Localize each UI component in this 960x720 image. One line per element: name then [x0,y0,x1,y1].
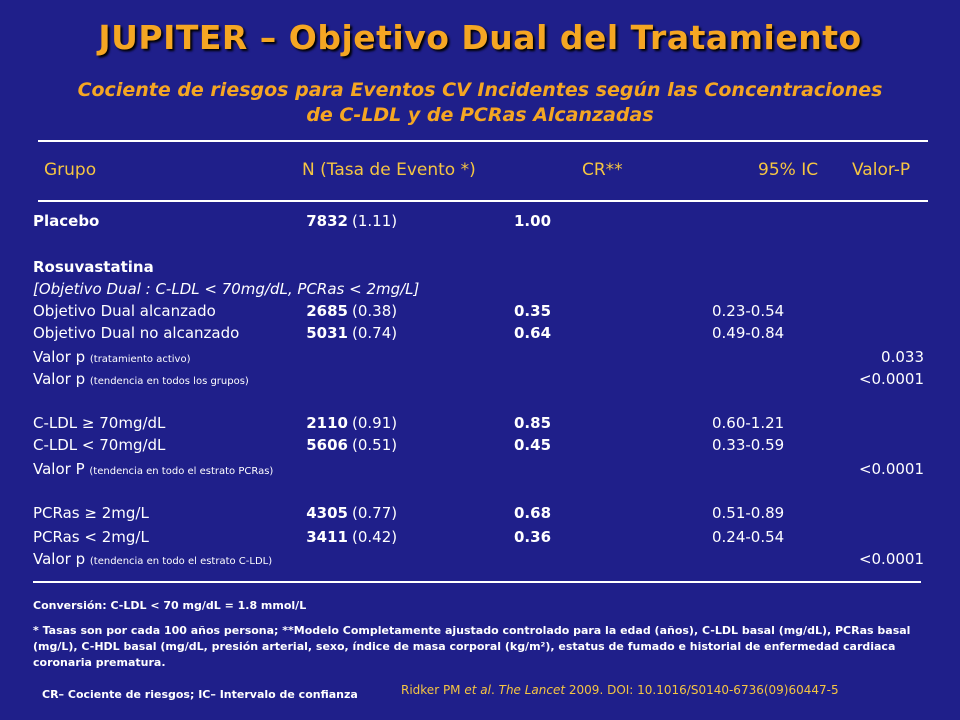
hazard-ratio: 0.85 [514,414,552,432]
p-label-text: Valor P [33,460,85,478]
event-rate: (0.74) [352,324,398,342]
divider-header [38,200,928,202]
divider-bottom [33,581,921,583]
group-label: Placebo [33,212,100,230]
p-label: Valor p (tratamiento activo) [33,348,190,366]
p-label-note: (tendencia en todos los grupos) [89,376,249,387]
event-rate: (1.11) [352,212,398,230]
event-rate: (0.38) [352,302,398,320]
n-value: 2110 [306,414,348,432]
row-pcr-high: PCRas ≥ 2mg/L 4305 (0.77) 0.68 0.51-0.89 [0,504,960,526]
hazard-ratio: 0.36 [514,528,552,546]
slide-subtitle: Cociente de riesgos para Eventos CV Inci… [30,78,930,128]
row-p-trend-ldl: Valor p (tendencia en todo el estrato C-… [0,550,960,572]
citation-rest: 2009. DOI: 10.1016/S0140-6736(09)60447-5 [568,683,839,697]
p-value: <0.0001 [858,460,924,478]
row-p-trend-pcr: Valor P (tendencia en todo el estrato PC… [0,460,960,482]
row-p-trend-all: Valor p (tendencia en todos los grupos) … [0,370,960,392]
abbreviations-note: CR– Cociente de riesgos; IC– Intervalo d… [42,688,358,701]
row-ldl-high: C-LDL ≥ 70mg/dL 2110 (0.91) 0.85 0.60-1.… [0,414,960,436]
n-value: 7832 [306,212,348,230]
row-rosu-title: Rosuvastatina [0,258,960,280]
row-pcr-low: PCRas < 2mg/L 3411 (0.42) 0.36 0.24-0.54 [0,528,960,550]
hazard-ratio: 0.35 [514,302,552,320]
header-n: N (Tasa de Evento *) [302,160,476,180]
event-rate: (0.91) [352,414,398,432]
confidence-interval: 0.51-0.89 [712,504,785,522]
n-value: 2685 [306,302,348,320]
event-rate: (0.42) [352,528,398,546]
p-label-note: (tendencia en todo el estrato PCRas) [89,466,274,477]
group-label: C-LDL ≥ 70mg/dL [33,414,166,432]
row-rosu-sub: [Objetivo Dual : C-LDL < 70mg/dL, PCRas … [0,280,960,302]
group-heading: Rosuvastatina [33,258,154,276]
n-value: 3411 [306,528,348,546]
confidence-interval: 0.24-0.54 [712,528,785,546]
group-label: C-LDL < 70mg/dL [33,436,166,454]
hazard-ratio: 1.00 [514,212,552,230]
group-subheading: [Objetivo Dual : C-LDL < 70mg/dL, PCRas … [33,280,420,298]
p-value: <0.0001 [858,550,924,568]
subtitle-line-2: de C-LDL y de PCRas Alcanzadas [306,104,654,126]
n-value: 5606 [306,436,348,454]
row-placebo: Placebo 7832 (1.11) 1.00 [0,212,960,234]
p-label: Valor p (tendencia en todos los grupos) [33,370,249,388]
header-ic: 95% IC [758,160,819,180]
hazard-ratio: 0.64 [514,324,552,342]
citation-etal: et al [464,683,491,697]
citation-etal-dot: . [490,683,495,697]
p-label: Valor p (tendencia en todo el estrato C-… [33,550,272,568]
conversion-note: Conversión: C-LDL < 70 mg/dL = 1.8 mmol/… [33,599,307,612]
p-label-note: (tratamiento activo) [89,354,191,365]
p-label-text: Valor p [33,348,86,366]
row-p-active: Valor p (tratamiento activo) 0.033 [0,348,960,370]
group-label: PCRas ≥ 2mg/L [33,504,149,522]
row-dual-ok: Objetivo Dual alcanzado 2685 (0.38) 0.35… [0,302,960,324]
p-value: 0.033 [881,348,924,366]
event-rate: (0.51) [352,436,398,454]
subtitle-line-1: Cociente de riesgos para Eventos CV Inci… [77,79,883,101]
group-label: PCRas < 2mg/L [33,528,149,546]
citation-authors: Ridker PM [401,683,461,697]
slide-title: JUPITER – Objetivo Dual del Tratamiento [98,18,862,57]
divider-top [38,140,928,142]
p-label-note: (tendencia en todo el estrato C-LDL) [89,556,273,567]
footnote: * Tasas son por cada 100 años persona; *… [33,624,911,669]
p-label-text: Valor p [33,370,86,388]
group-label: Objetivo Dual alcanzado [33,302,216,320]
citation: Ridker PM et al. The Lancet 2009. DOI: 1… [401,683,839,697]
confidence-interval: 0.49-0.84 [712,324,785,342]
p-label-text: Valor p [33,550,86,568]
header-p: Valor-P [852,160,911,180]
confidence-interval: 0.23-0.54 [712,302,785,320]
group-label: Objetivo Dual no alcanzado [33,324,240,342]
header-cr: CR** [582,160,623,180]
row-dual-no: Objetivo Dual no alcanzado 5031 (0.74) 0… [0,324,960,346]
event-rate: (0.77) [352,504,398,522]
row-ldl-low: C-LDL < 70mg/dL 5606 (0.51) 0.45 0.33-0.… [0,436,960,458]
citation-journal: The Lancet [498,683,566,697]
n-value: 5031 [306,324,348,342]
p-value: <0.0001 [858,370,924,388]
hazard-ratio: 0.68 [514,504,552,522]
n-value: 4305 [306,504,348,522]
confidence-interval: 0.60-1.21 [712,414,785,432]
confidence-interval: 0.33-0.59 [712,436,785,454]
hazard-ratio: 0.45 [514,436,552,454]
p-label: Valor P (tendencia en todo el estrato PC… [33,460,273,478]
header-grupo: Grupo [44,160,97,180]
